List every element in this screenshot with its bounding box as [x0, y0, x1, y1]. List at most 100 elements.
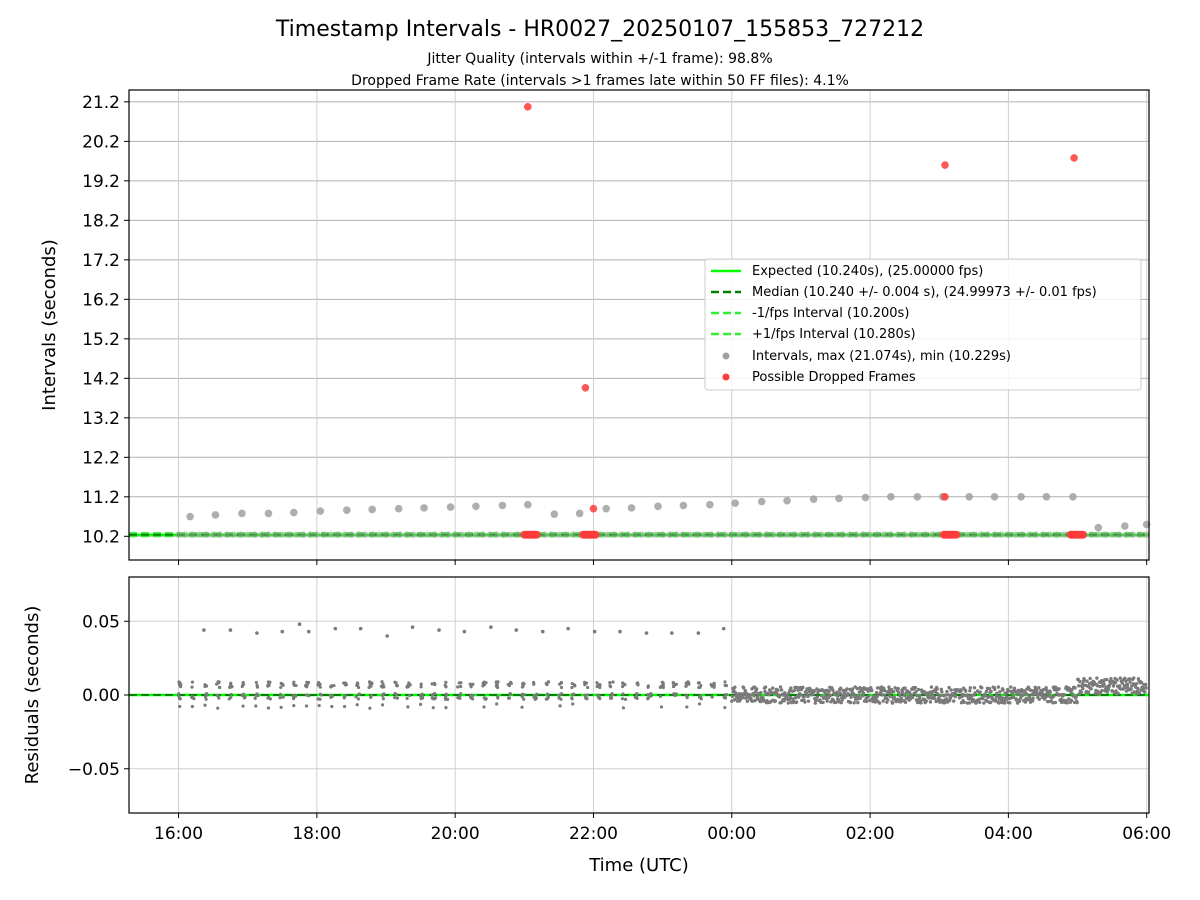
residual-point — [1139, 680, 1144, 685]
residual-point — [508, 680, 513, 685]
residual-point — [608, 680, 612, 685]
residual-point — [1048, 690, 1052, 694]
residual-point — [1025, 692, 1030, 697]
interval-point — [292, 531, 300, 539]
residual-point — [586, 685, 590, 690]
residual-point — [278, 692, 283, 697]
interval-point — [186, 512, 194, 521]
top-y-tick-label: 11.2 — [82, 488, 120, 508]
residual-point — [406, 705, 410, 709]
interval-point — [706, 500, 714, 509]
bottom-y-tick-label: −0.05 — [68, 760, 120, 780]
residual-point — [850, 687, 855, 691]
residual-point — [1132, 690, 1136, 694]
residual-point — [891, 689, 896, 694]
interval-point — [465, 531, 473, 539]
residual-point — [1017, 692, 1021, 697]
residual-point — [405, 685, 409, 689]
top-y-tick-label: 14.2 — [82, 369, 120, 389]
residual-point — [771, 686, 775, 690]
residual-point — [914, 690, 918, 694]
residual-point — [732, 698, 737, 702]
interval-point — [1094, 523, 1103, 532]
residual-point — [559, 685, 564, 690]
residual-point — [1124, 689, 1129, 693]
legend-dropped-marker — [722, 373, 730, 381]
interval-point — [446, 503, 455, 511]
residual-point — [522, 697, 526, 701]
residual-point — [712, 681, 716, 685]
residual-point — [217, 696, 221, 700]
residual-point — [202, 628, 206, 632]
residual-point — [976, 697, 981, 702]
interval-point — [610, 531, 618, 539]
interval-point — [498, 501, 507, 510]
residual-point — [710, 694, 714, 699]
residual-point — [1004, 695, 1009, 699]
residual-point — [204, 697, 208, 701]
residual-point — [1051, 701, 1055, 705]
residual-point — [802, 694, 807, 699]
residual-point — [697, 685, 701, 690]
residual-point — [839, 700, 843, 705]
residual-point — [342, 704, 347, 709]
residual-point — [1041, 687, 1046, 692]
residual-point — [330, 684, 334, 688]
residual-point — [368, 706, 372, 710]
x-tick-label: 00:00 — [707, 824, 756, 844]
residual-point — [432, 681, 437, 685]
bottom-plot-frame — [128, 576, 1150, 814]
residual-point — [846, 691, 850, 696]
top-y-tick-label: 20.2 — [82, 132, 120, 152]
residual-point — [217, 685, 222, 690]
residual-point — [1105, 690, 1109, 694]
residual-point — [456, 685, 460, 689]
residual-point — [520, 695, 524, 699]
residual-point — [178, 684, 183, 689]
interval-point — [915, 531, 922, 539]
residual-point — [546, 695, 550, 699]
residual-point — [1069, 698, 1074, 703]
residual-point — [469, 685, 473, 689]
residual-point — [896, 686, 900, 691]
residual-point — [1057, 687, 1061, 691]
interval-point — [424, 531, 431, 539]
residual-point — [733, 685, 737, 689]
interval-point — [680, 531, 687, 539]
residual-point — [319, 693, 324, 697]
residual-point — [1095, 676, 1099, 680]
residual-point — [789, 686, 793, 690]
residual-point — [216, 706, 220, 710]
residual-point — [748, 693, 753, 697]
interval-point — [679, 501, 688, 510]
interval-point — [189, 531, 196, 539]
residual-point — [395, 696, 400, 700]
residual-point — [608, 684, 612, 688]
residual-point — [622, 682, 626, 686]
residual-point — [380, 680, 384, 684]
residual-point — [395, 683, 399, 688]
x-tick-label: 16:00 — [154, 824, 203, 844]
interval-point — [265, 531, 272, 539]
residual-point — [255, 683, 259, 688]
interval-point — [654, 502, 662, 511]
interval-point — [627, 504, 636, 512]
residual-point — [354, 695, 358, 699]
residual-point — [1065, 701, 1070, 705]
residual-point — [1115, 678, 1119, 682]
interval-point — [541, 531, 549, 539]
residual-point — [1011, 692, 1015, 697]
interval-point — [238, 509, 246, 518]
interval-point — [343, 506, 351, 515]
residual-point — [566, 626, 570, 631]
residual-point — [592, 629, 597, 634]
residual-point — [635, 681, 640, 685]
residual-point — [1135, 692, 1139, 696]
residual-point — [408, 693, 412, 697]
residual-point — [909, 693, 913, 697]
interval-point — [604, 531, 611, 539]
residual-point — [506, 696, 511, 700]
interval-point — [493, 531, 500, 539]
interval-point — [922, 531, 929, 539]
